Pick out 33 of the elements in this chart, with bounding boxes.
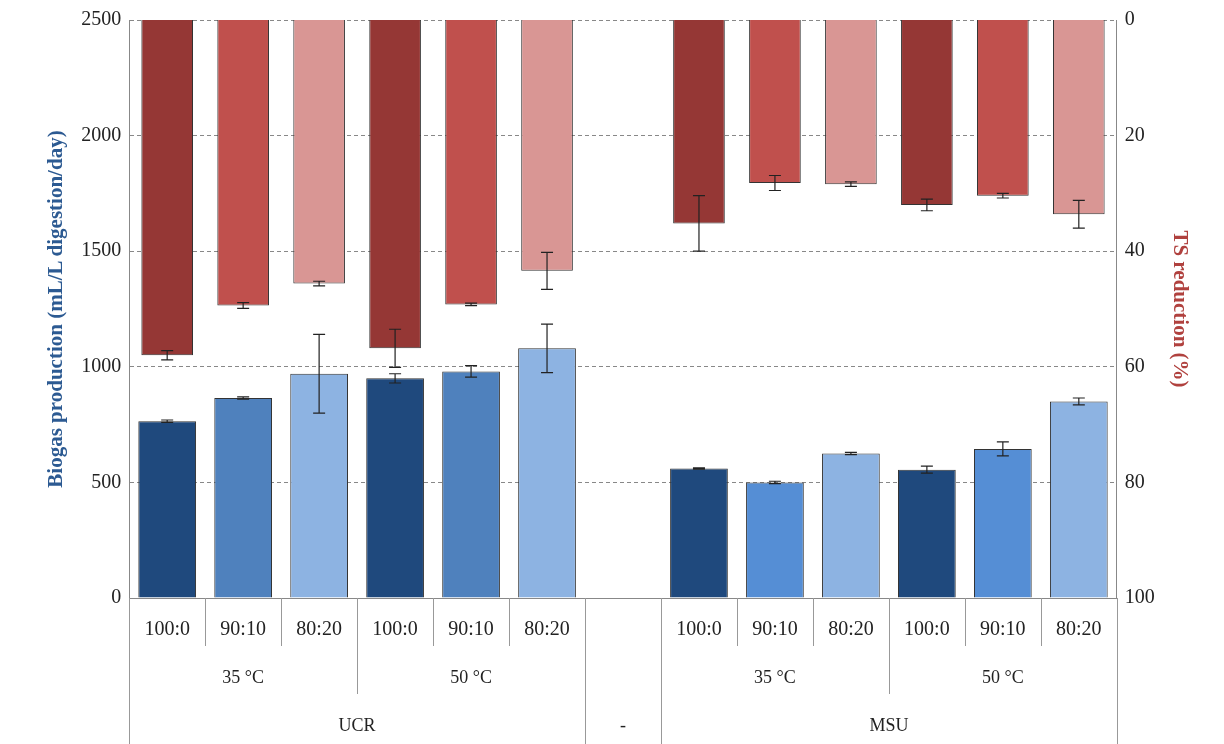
x-tick-label: 90:10 [220, 617, 266, 640]
y2-tick-label: 100 [1124, 585, 1155, 608]
text: 35 °C [754, 666, 796, 687]
x-tick-label: 80:20 [296, 617, 342, 640]
y-tick-label: 2000 [81, 122, 122, 145]
x-tick-label: 100:0 [144, 617, 190, 640]
text: MSU [869, 714, 909, 735]
x-tick-label: 80:20 [828, 617, 874, 640]
x-tick-label: 90:10 [980, 617, 1026, 640]
x-tick-label: 100:0 [904, 617, 950, 640]
text: 50 °C [450, 666, 492, 687]
y2-tick-label: 80 [1124, 469, 1145, 492]
x-tick-label: 100:0 [676, 617, 722, 640]
x-tick-label: 90:10 [448, 617, 494, 640]
y2-tick-label: 20 [1124, 122, 1145, 145]
x-tick-label: 100:0 [372, 617, 418, 640]
y2-tick-label: 40 [1124, 238, 1145, 261]
y-tick-label: 1500 [81, 238, 122, 261]
text: 35 °C [222, 666, 265, 687]
y-tick-label: 500 [91, 469, 122, 492]
x-tick-label: 80:20 [1056, 617, 1102, 640]
text: UCR [338, 714, 376, 735]
y-tick-label: 2500 [81, 7, 122, 30]
y-axis-title: Biogas production (mL/L digestion/day) [43, 130, 68, 488]
y-tick-label: 0 [111, 585, 122, 608]
y2-axis-title: TS reduction (%) [1168, 230, 1193, 388]
y2-tick-label: 0 [1124, 7, 1135, 30]
x-tick-label: 80:20 [524, 617, 570, 640]
y-tick-label: 1000 [81, 354, 122, 377]
text: 50 °C [981, 666, 1024, 687]
text: - [620, 714, 626, 735]
y2-tick-label: 60 [1124, 354, 1145, 377]
x-tick-label: 90:10 [752, 617, 798, 640]
